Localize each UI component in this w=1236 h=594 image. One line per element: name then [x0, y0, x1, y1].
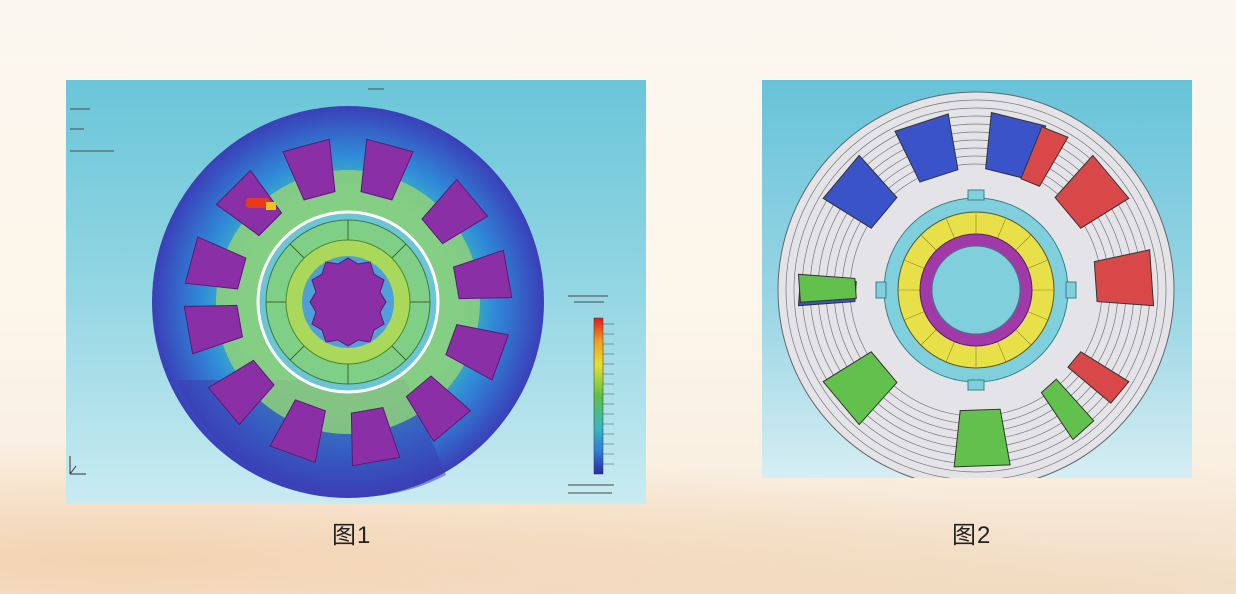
- rotor-shaft-bore: [931, 245, 1021, 335]
- magnet: [184, 236, 247, 290]
- magnet: [405, 375, 472, 443]
- coil-red: [1093, 249, 1155, 307]
- hot-spot-edge: [266, 202, 276, 210]
- coil-red: [1020, 126, 1069, 187]
- color-scale-ticks: [603, 323, 614, 465]
- coil-blue: [894, 113, 959, 183]
- magnet: [350, 406, 401, 467]
- coil-green: [1040, 378, 1095, 441]
- figure-1-svg: [69, 88, 614, 498]
- stator-tooth-tips: [875, 189, 1077, 391]
- rotor-divisions: [266, 220, 430, 384]
- airgap-boundary: [256, 210, 440, 394]
- figure-1-flux-density-plot: [66, 80, 646, 504]
- magnet: [452, 249, 513, 300]
- coil-green: [953, 408, 1011, 468]
- stator-magnets: [183, 138, 513, 467]
- figure-1-caption: 图1: [332, 522, 372, 549]
- rotor-hub: [309, 257, 387, 347]
- figure-2-svg: [777, 91, 1175, 478]
- magnet: [360, 138, 414, 201]
- magnet: [282, 138, 336, 201]
- magnet: [183, 304, 244, 355]
- magnet: [207, 359, 275, 426]
- coil-red: [1054, 154, 1130, 229]
- figure-2-caption: 图2: [952, 522, 992, 549]
- hot-spot: [246, 198, 270, 208]
- coil-green: [822, 351, 898, 426]
- axis-triad-icon: [69, 456, 86, 475]
- magnet: [269, 399, 326, 464]
- magnet: [421, 178, 489, 245]
- coil-blue: [822, 154, 898, 229]
- color-scale-bar: [593, 317, 604, 475]
- coil-red: [1067, 351, 1130, 404]
- coil-green: [797, 273, 857, 303]
- stator-coils: [797, 111, 1155, 468]
- figure-2-flux-line-plot: [762, 80, 1192, 478]
- illegible-annotations: [70, 88, 614, 494]
- magnet: [445, 324, 510, 381]
